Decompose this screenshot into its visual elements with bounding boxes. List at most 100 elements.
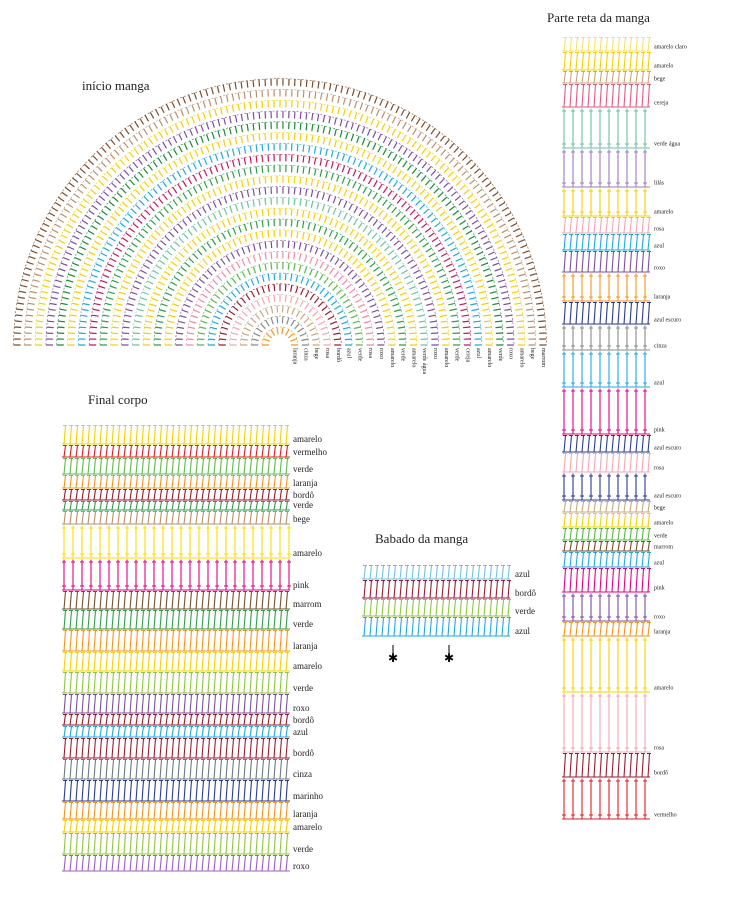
stitch-row xyxy=(62,457,290,475)
color-label: verde xyxy=(454,348,460,362)
color-label: bordô xyxy=(515,588,536,598)
ring-line xyxy=(142,207,418,346)
color-label: cinza xyxy=(654,343,667,349)
stitch-row xyxy=(562,108,650,149)
color-label: bordô xyxy=(654,770,668,776)
stitch-row xyxy=(62,444,290,458)
stitch-end xyxy=(392,645,450,657)
color-label: laranja xyxy=(293,641,317,651)
color-label: verde água xyxy=(421,348,427,374)
stitch-row xyxy=(562,388,650,435)
color-label: azul escuro xyxy=(654,445,681,451)
stitch-row xyxy=(62,671,290,694)
color-label: roxo xyxy=(378,348,384,359)
color-label: azul xyxy=(293,727,308,737)
color-label: azul escuro xyxy=(654,493,681,499)
color-label: azul xyxy=(515,569,530,579)
ring-line xyxy=(250,315,310,346)
color-label: roxo xyxy=(654,614,665,620)
stitch-row xyxy=(562,567,651,593)
color-label: amarelo xyxy=(654,209,673,215)
color-label: verde xyxy=(497,348,503,362)
stitch-ring xyxy=(154,219,406,346)
stitch-ring xyxy=(110,175,450,346)
stitch-row xyxy=(562,452,651,473)
color-label: marrom xyxy=(293,599,322,609)
color-label: azul xyxy=(654,380,664,386)
color-label: verde xyxy=(293,683,313,693)
color-label: rosa xyxy=(654,745,664,751)
color-label: laranja xyxy=(654,629,671,635)
ring-line xyxy=(153,218,407,346)
color-label: pink xyxy=(654,585,665,591)
stitch-row xyxy=(62,629,290,652)
color-label: rosa xyxy=(367,348,373,358)
color-label: verde xyxy=(654,533,668,539)
ring-line xyxy=(88,153,472,346)
stitch-ring xyxy=(13,78,547,346)
color-label: vermelho xyxy=(654,812,677,818)
color-label: laranja xyxy=(293,809,317,819)
stitch-row xyxy=(562,593,650,622)
stitch-row xyxy=(562,512,651,528)
stitch-ring xyxy=(100,165,460,346)
stitch-row xyxy=(562,500,651,513)
stitch-ring xyxy=(197,262,363,346)
stitch-ring xyxy=(186,251,374,346)
color-label: amarelo xyxy=(518,348,524,367)
ring-line xyxy=(175,240,385,346)
stitch-row xyxy=(62,510,290,525)
ring-line xyxy=(99,164,461,346)
stitch-ring xyxy=(164,229,396,346)
star-symbol: ✱ xyxy=(388,651,398,665)
color-label: roxo xyxy=(508,348,514,359)
stitch-row xyxy=(562,273,650,302)
color-label: amarelo xyxy=(389,348,395,367)
color-label: roxo xyxy=(654,265,665,271)
color-label: verde xyxy=(515,606,535,616)
stitch-row xyxy=(62,500,290,511)
stitch-ring xyxy=(240,305,320,346)
stitch-row xyxy=(62,832,290,855)
color-label: verde xyxy=(356,348,362,362)
color-label: bordô xyxy=(335,348,341,362)
color-label: azul xyxy=(654,243,664,249)
stitch-row xyxy=(62,779,290,802)
ring-line xyxy=(56,121,504,346)
stitch-row xyxy=(562,473,650,501)
stitch-ring xyxy=(35,100,525,346)
ring-line xyxy=(207,272,353,346)
stitch-row xyxy=(562,778,650,820)
stitch-row xyxy=(562,540,651,552)
stitch-ring xyxy=(143,208,417,346)
color-label: bordô xyxy=(293,748,314,758)
color-label: verde água xyxy=(654,141,680,147)
stitch-row xyxy=(562,325,650,351)
section-title: início manga xyxy=(82,78,150,93)
stitch-ring xyxy=(67,132,493,346)
color-label: azul xyxy=(475,348,481,358)
stitch-ring xyxy=(218,283,342,346)
stitch-row xyxy=(562,149,650,188)
stitch-row xyxy=(62,651,290,672)
color-label: rosa xyxy=(654,226,664,232)
ring-line xyxy=(78,143,482,346)
stitch-row xyxy=(562,51,651,71)
stitch-row xyxy=(62,488,290,501)
ring-line xyxy=(132,197,428,346)
ring-line xyxy=(186,251,374,346)
color-label: amarelo xyxy=(293,548,322,558)
color-label: rosa xyxy=(324,348,330,358)
ring-line xyxy=(110,175,450,346)
color-label: bordô xyxy=(293,490,314,500)
stitch-ring xyxy=(132,197,428,346)
color-label: bege xyxy=(654,76,666,82)
stitch-ring xyxy=(78,143,482,346)
color-label: verde xyxy=(400,348,406,362)
color-label: laranja xyxy=(292,348,298,365)
color-label: azul xyxy=(515,626,530,636)
ring-line xyxy=(45,110,515,346)
ring-line xyxy=(240,305,320,346)
section-title: Final corpo xyxy=(88,392,148,407)
